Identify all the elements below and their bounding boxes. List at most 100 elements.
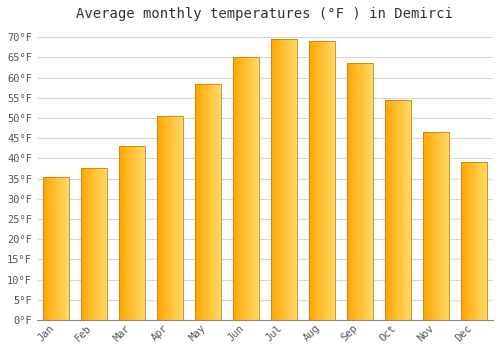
Bar: [384, 100, 411, 320]
Bar: [139, 146, 140, 320]
Bar: [232, 57, 259, 320]
Bar: [94, 168, 96, 320]
Bar: [428, 132, 429, 320]
Bar: [176, 116, 177, 320]
Bar: [404, 100, 406, 320]
Bar: [213, 84, 214, 320]
Bar: [324, 41, 325, 320]
Bar: [310, 41, 312, 320]
Bar: [390, 100, 391, 320]
Bar: [256, 57, 258, 320]
Bar: [124, 146, 125, 320]
Bar: [475, 162, 476, 320]
Bar: [312, 41, 314, 320]
Bar: [372, 63, 374, 320]
Bar: [282, 39, 283, 320]
Bar: [202, 84, 203, 320]
Bar: [210, 84, 212, 320]
Bar: [62, 176, 63, 320]
Bar: [369, 63, 370, 320]
Title: Average monthly temperatures (°F ) in Demirci: Average monthly temperatures (°F ) in De…: [76, 7, 454, 21]
Bar: [134, 146, 136, 320]
Bar: [60, 176, 62, 320]
Bar: [126, 146, 128, 320]
Bar: [208, 84, 209, 320]
Bar: [478, 162, 480, 320]
Bar: [158, 116, 160, 320]
Bar: [331, 41, 332, 320]
Bar: [121, 146, 122, 320]
Bar: [258, 57, 260, 320]
Bar: [284, 39, 285, 320]
Bar: [48, 176, 49, 320]
Bar: [50, 176, 51, 320]
Bar: [370, 63, 372, 320]
Bar: [120, 146, 122, 320]
Bar: [198, 84, 199, 320]
Bar: [48, 176, 50, 320]
Bar: [399, 100, 400, 320]
Bar: [408, 100, 409, 320]
Bar: [132, 146, 133, 320]
Bar: [278, 39, 279, 320]
Bar: [118, 146, 145, 320]
Bar: [171, 116, 172, 320]
Bar: [256, 57, 257, 320]
Bar: [212, 84, 214, 320]
Bar: [476, 162, 477, 320]
Bar: [92, 168, 93, 320]
Bar: [242, 57, 244, 320]
Bar: [194, 84, 196, 320]
Bar: [294, 39, 295, 320]
Bar: [444, 132, 445, 320]
Bar: [130, 146, 131, 320]
Bar: [56, 176, 58, 320]
Bar: [47, 176, 48, 320]
Bar: [42, 176, 69, 320]
Bar: [384, 100, 386, 320]
Bar: [250, 57, 252, 320]
Bar: [90, 168, 92, 320]
Bar: [470, 162, 472, 320]
Bar: [118, 146, 120, 320]
Bar: [93, 168, 94, 320]
Bar: [104, 168, 106, 320]
Bar: [362, 63, 363, 320]
Bar: [406, 100, 407, 320]
Bar: [102, 168, 103, 320]
Bar: [437, 132, 438, 320]
Bar: [352, 63, 353, 320]
Bar: [460, 162, 462, 320]
Bar: [142, 146, 144, 320]
Bar: [315, 41, 316, 320]
Bar: [170, 116, 171, 320]
Bar: [468, 162, 470, 320]
Bar: [94, 168, 95, 320]
Bar: [350, 63, 352, 320]
Bar: [66, 176, 68, 320]
Bar: [346, 63, 348, 320]
Bar: [291, 39, 292, 320]
Bar: [275, 39, 276, 320]
Bar: [389, 100, 390, 320]
Bar: [167, 116, 168, 320]
Bar: [217, 84, 218, 320]
Bar: [334, 41, 336, 320]
Bar: [368, 63, 369, 320]
Bar: [466, 162, 467, 320]
Bar: [63, 176, 64, 320]
Bar: [68, 176, 70, 320]
Bar: [288, 39, 290, 320]
Bar: [100, 168, 101, 320]
Bar: [84, 168, 85, 320]
Bar: [196, 84, 198, 320]
Bar: [354, 63, 355, 320]
Bar: [144, 146, 146, 320]
Bar: [407, 100, 408, 320]
Bar: [251, 57, 252, 320]
Bar: [408, 100, 410, 320]
Bar: [405, 100, 406, 320]
Bar: [364, 63, 366, 320]
Bar: [182, 116, 184, 320]
Bar: [162, 116, 163, 320]
